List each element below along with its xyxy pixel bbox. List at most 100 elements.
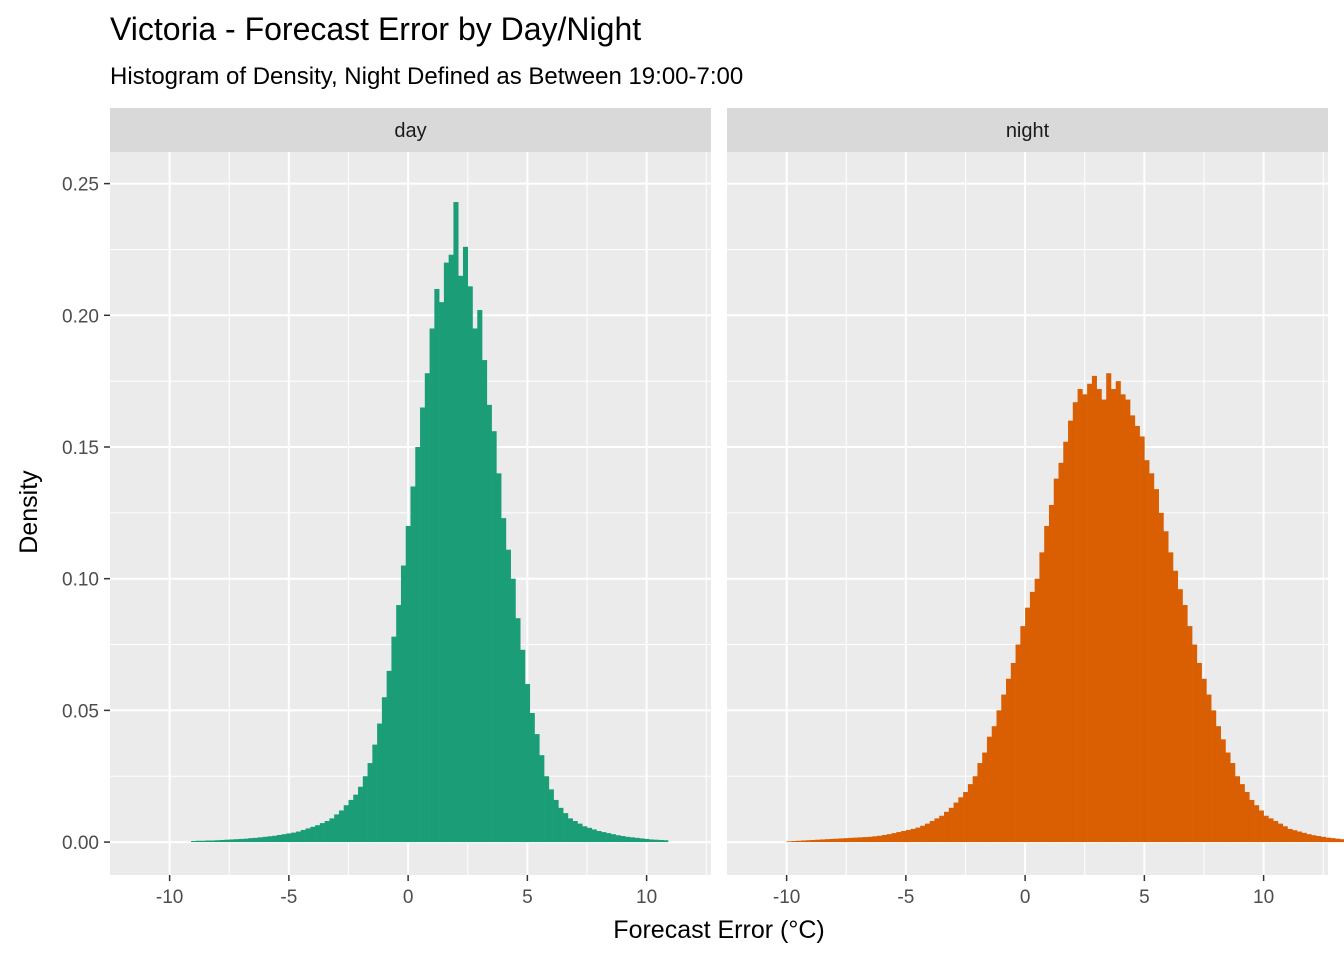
histogram-bar — [200, 840, 206, 843]
histogram-bar — [353, 794, 359, 843]
facet-strip-label: night — [1006, 120, 1050, 142]
histogram-bar — [1301, 832, 1307, 843]
histogram-bar — [625, 836, 631, 843]
x-axis-title: Forecast Error (°C) — [613, 916, 824, 944]
histogram-bar — [262, 836, 268, 843]
histogram-bar — [882, 834, 888, 843]
histogram-bar — [229, 839, 235, 843]
histogram-bar — [1096, 389, 1102, 843]
y-tick-label: 0.20 — [62, 306, 99, 327]
histogram-bar — [391, 636, 397, 843]
histogram-bar — [1158, 512, 1164, 843]
histogram-bar — [563, 813, 569, 843]
histogram-bar — [1115, 381, 1121, 843]
histogram-bar — [834, 838, 840, 843]
histogram-bar — [496, 473, 502, 843]
y-axis: 0.00 0.05 0.10 0.15 0.20 0.25 — [62, 175, 110, 854]
histogram-bar — [934, 818, 940, 843]
histogram-bar — [1249, 799, 1255, 843]
histogram-bar — [472, 328, 478, 843]
histogram-bar — [1125, 399, 1131, 843]
x-tick-label: 5 — [522, 887, 533, 908]
histogram-bar — [305, 828, 311, 843]
histogram-bar — [1172, 570, 1179, 843]
histogram-bar — [1077, 389, 1083, 843]
histogram-bar — [867, 836, 873, 843]
histogram-bar — [1025, 607, 1031, 843]
histogram-bar — [1225, 752, 1231, 843]
histogram-bar — [539, 755, 545, 843]
histogram-bar — [1072, 402, 1078, 843]
facet-panel-night: night -10 -5 0 5 10 — [727, 108, 1344, 908]
histogram-bar — [1201, 678, 1207, 843]
histogram-bar — [443, 262, 449, 843]
histogram-bar — [786, 841, 792, 843]
histogram-bar — [1020, 626, 1026, 843]
histogram-bar — [238, 838, 244, 843]
histogram-bar — [891, 833, 897, 843]
histogram-bar — [1258, 810, 1264, 843]
histogram-bar — [1130, 415, 1136, 843]
histogram-bar — [415, 446, 421, 843]
histogram-bar — [1325, 837, 1331, 843]
x-tick-label: 0 — [403, 887, 414, 908]
histogram-bar — [1087, 383, 1093, 843]
histogram-bar — [434, 288, 440, 843]
y-tick-label: 0.10 — [62, 570, 99, 591]
histogram-bar — [1101, 399, 1107, 843]
histogram-bar — [1330, 838, 1336, 843]
histogram-bar — [910, 828, 916, 843]
histogram-bar — [1296, 831, 1303, 843]
histogram-bar — [606, 833, 612, 843]
histogram-bar — [1048, 504, 1055, 843]
histogram-bar — [1120, 394, 1126, 843]
histogram-bar — [1316, 836, 1322, 843]
histogram-bar — [629, 837, 635, 843]
histogram-bar — [458, 275, 464, 843]
x-tick-label: -5 — [280, 887, 297, 908]
histogram-bar — [219, 839, 225, 843]
histogram-bar — [648, 839, 655, 843]
histogram-bar — [948, 807, 954, 843]
histogram-bar — [205, 840, 211, 843]
y-tick-label: 0.15 — [62, 438, 99, 459]
histogram-bar — [1001, 694, 1007, 843]
facet-panels: day -10 -5 0 5 10 night -10 -5 0 5 10 — [110, 108, 1344, 908]
chart-subtitle: Histogram of Density, Night Defined as B… — [110, 63, 743, 90]
histogram-bar — [1254, 805, 1260, 843]
histogram-bar — [1339, 839, 1344, 843]
histogram-bar — [1144, 460, 1150, 843]
histogram-bar — [362, 776, 368, 843]
histogram-bar — [1029, 591, 1035, 843]
x-tick-label: 10 — [636, 887, 657, 908]
histogram-bar — [367, 763, 373, 843]
histogram-bar — [529, 713, 535, 843]
histogram-bar — [896, 832, 902, 843]
histogram-bar — [420, 407, 426, 843]
histogram-bar — [1196, 662, 1202, 843]
histogram-bar — [214, 840, 221, 843]
histogram-bar — [582, 826, 588, 843]
histogram-bar — [1053, 478, 1059, 843]
histogram-bar — [1292, 830, 1298, 843]
x-tick-label: -10 — [156, 887, 183, 908]
y-tick-label: 0.25 — [62, 175, 99, 196]
histogram-bar — [1034, 578, 1040, 843]
histogram-bar — [505, 549, 511, 843]
histogram-bar — [1282, 826, 1288, 843]
histogram-bar — [858, 837, 864, 843]
histogram-bar — [591, 829, 597, 843]
histogram-bar — [929, 821, 935, 843]
histogram-bar — [1039, 552, 1045, 843]
histogram-bar — [800, 840, 807, 843]
histogram-bar — [1192, 644, 1198, 843]
histogram-bar — [639, 838, 645, 843]
histogram-bar — [986, 736, 993, 843]
histogram-bar — [596, 831, 602, 843]
histogram-bar — [381, 697, 387, 843]
histogram-bar — [477, 310, 483, 843]
histogram-bar — [872, 836, 878, 843]
histogram-bar — [548, 789, 554, 843]
histogram-bar — [615, 835, 621, 843]
